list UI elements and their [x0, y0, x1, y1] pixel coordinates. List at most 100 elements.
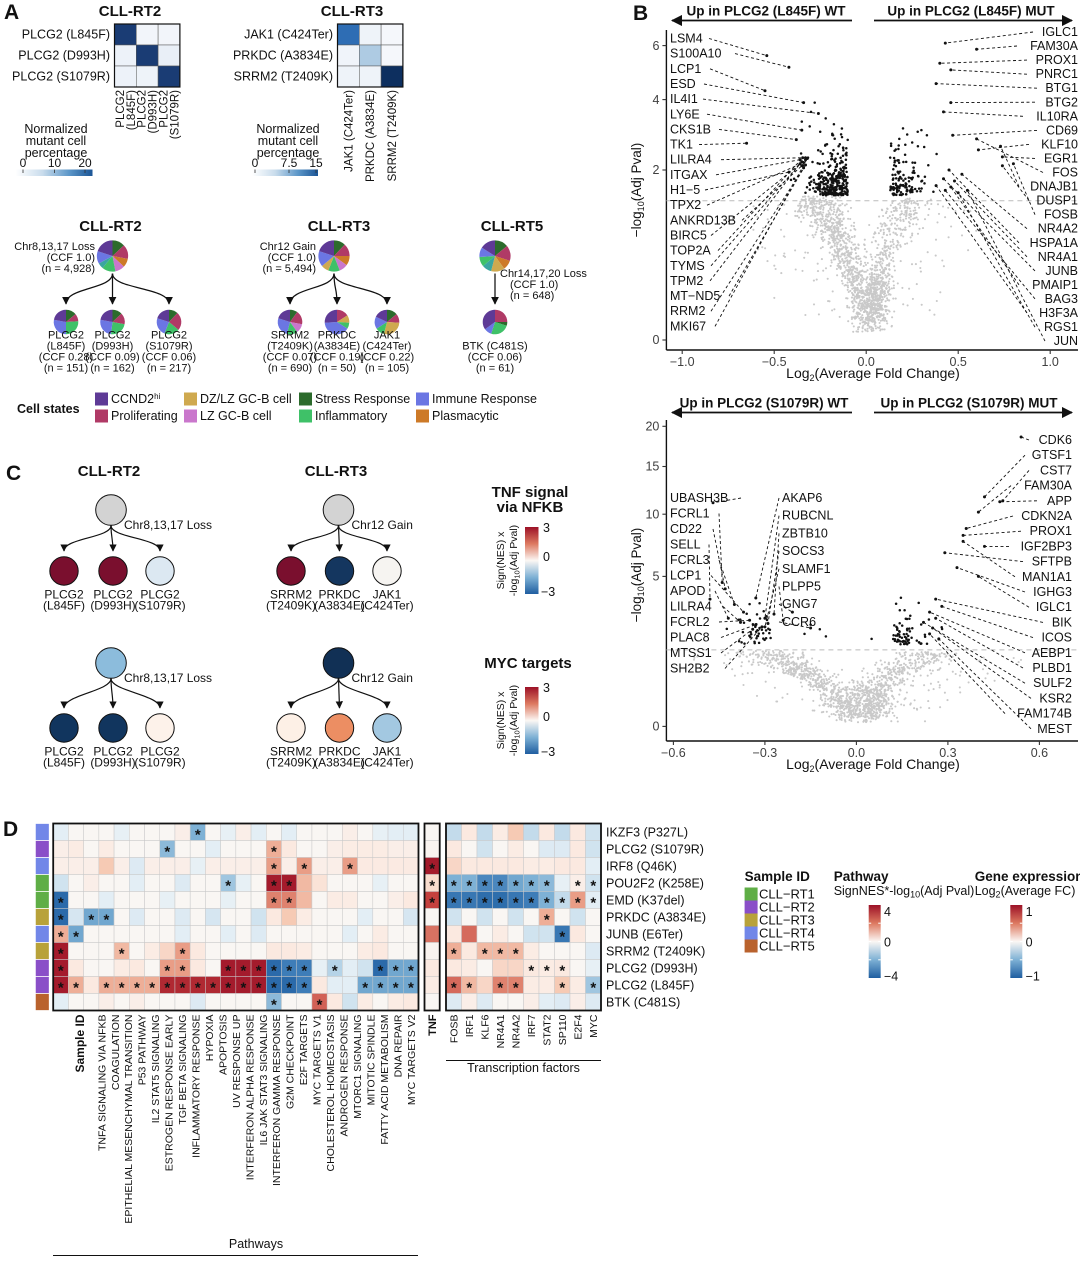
svg-text:TNFA SIGNALING VIA NFKB: TNFA SIGNALING VIA NFKB — [96, 1015, 108, 1152]
svg-text:MYC: MYC — [588, 1014, 600, 1038]
svg-text:*: * — [408, 980, 414, 997]
svg-text:S100A10: S100A10 — [670, 47, 721, 61]
svg-text:LSM4: LSM4 — [670, 32, 703, 46]
svg-text:15: 15 — [309, 156, 323, 170]
svg-text:−log10(Adj Pval): −log10(Adj Pval) — [629, 143, 646, 237]
svg-text:FOSB: FOSB — [449, 1015, 461, 1044]
svg-text:*: * — [104, 912, 110, 929]
svg-text:APOD: APOD — [670, 584, 705, 598]
svg-text:*: * — [119, 946, 125, 963]
svg-text:*: * — [559, 980, 565, 997]
svg-text:Inflammatory: Inflammatory — [315, 409, 388, 423]
svg-text:*: * — [58, 980, 64, 997]
svg-text:*: * — [497, 980, 503, 997]
svg-text:Chr8,13,17 Loss: Chr8,13,17 Loss — [124, 671, 212, 685]
svg-text:-log10(Adj Pval): -log10(Adj Pval) — [508, 525, 522, 596]
svg-text:ITGAX: ITGAX — [670, 168, 708, 182]
svg-text:CLL-RT3: CLL-RT3 — [308, 218, 371, 235]
svg-text:Proliferating: Proliferating — [111, 409, 178, 423]
svg-text:*: * — [393, 963, 399, 980]
svg-text:−0.5: −0.5 — [762, 355, 787, 369]
svg-text:(T2409K): (T2409K) — [266, 756, 316, 770]
svg-text:*: * — [482, 946, 488, 963]
svg-text:CDK6: CDK6 — [1039, 433, 1072, 447]
svg-text:Pathway: Pathway — [834, 869, 889, 884]
svg-text:STAT2: STAT2 — [542, 1014, 554, 1045]
svg-text:(n = 151): (n = 151) — [44, 363, 88, 375]
svg-text:*: * — [528, 963, 534, 980]
svg-text:*: * — [271, 878, 277, 895]
svg-text:*: * — [429, 895, 435, 912]
svg-text:ICOS: ICOS — [1041, 631, 1072, 645]
svg-text:AKAP6: AKAP6 — [782, 491, 822, 505]
svg-text:*: * — [301, 963, 307, 980]
svg-text:DUSP1: DUSP1 — [1036, 194, 1078, 208]
svg-text:MYC TARGETS V1: MYC TARGETS V1 — [312, 1014, 324, 1105]
svg-text:ESD: ESD — [670, 77, 696, 91]
svg-text:*: * — [180, 980, 186, 997]
svg-text:0: 0 — [652, 720, 659, 734]
svg-text:NR4A2: NR4A2 — [511, 1014, 523, 1048]
svg-text:TPX2: TPX2 — [670, 198, 701, 212]
svg-text:*: * — [544, 878, 550, 895]
svg-text:H3F3A: H3F3A — [1039, 306, 1079, 320]
svg-text:INTERFERON ALPHA RESPONSE: INTERFERON ALPHA RESPONSE — [244, 1015, 256, 1181]
svg-text:*: * — [451, 980, 457, 997]
svg-text:(n = 5,494): (n = 5,494) — [262, 263, 316, 275]
svg-text:7.5: 7.5 — [281, 156, 298, 170]
svg-text:*: * — [225, 980, 231, 997]
svg-text:PLPP5: PLPP5 — [782, 580, 821, 594]
svg-text:AEBP1: AEBP1 — [1032, 646, 1072, 660]
svg-text:*: * — [58, 929, 64, 946]
svg-text:MKI67: MKI67 — [670, 319, 706, 333]
svg-text:*: * — [73, 980, 79, 997]
svg-text:0: 0 — [252, 156, 259, 170]
svg-text:*: * — [497, 946, 503, 963]
svg-text:*: * — [466, 980, 472, 997]
svg-text:(n = 690): (n = 690) — [268, 363, 312, 375]
svg-text:NR4A2: NR4A2 — [1038, 222, 1078, 236]
svg-text:*: * — [256, 963, 262, 980]
svg-text:*: * — [513, 895, 519, 912]
svg-text:2: 2 — [652, 163, 659, 177]
svg-text:IRF8 (Q46K): IRF8 (Q46K) — [606, 859, 677, 873]
svg-text:*: * — [513, 980, 519, 997]
svg-text:(A3834E): (A3834E) — [314, 599, 365, 613]
svg-text:PLCG2 (S1079R): PLCG2 (S1079R) — [606, 842, 704, 856]
svg-text:CLL-RT3: CLL-RT3 — [321, 3, 384, 20]
svg-text:CLL−RT5: CLL−RT5 — [759, 938, 815, 953]
svg-text:(D993H): (D993H) — [90, 756, 135, 770]
svg-text:SFTPB: SFTPB — [1032, 555, 1072, 569]
svg-text:IL6 JAK STAT3 SIGNALING: IL6 JAK STAT3 SIGNALING — [258, 1015, 270, 1146]
svg-text:GTSF1: GTSF1 — [1032, 448, 1072, 462]
svg-text:*: * — [482, 878, 488, 895]
svg-text:B: B — [633, 2, 648, 25]
svg-text:MEST: MEST — [1037, 722, 1072, 736]
svg-text:*: * — [378, 980, 384, 997]
svg-text:LCP1: LCP1 — [670, 62, 701, 76]
svg-text:Transcription factors: Transcription factors — [467, 1061, 580, 1075]
svg-text:(n = 105): (n = 105) — [365, 363, 409, 375]
svg-text:DZ/LZ GC-B cell: DZ/LZ GC-B cell — [200, 392, 292, 406]
svg-text:(C424Ter): (C424Ter) — [360, 599, 413, 613]
svg-text:*: * — [58, 912, 64, 929]
svg-text:ESTROGEN RESPONSE EARLY: ESTROGEN RESPONSE EARLY — [164, 1015, 176, 1172]
svg-text:(S1079R): (S1079R) — [170, 90, 182, 139]
svg-text:G2M CHECKPOINT: G2M CHECKPOINT — [285, 1014, 297, 1109]
svg-text:PROX1: PROX1 — [1036, 53, 1078, 67]
svg-text:(n = 162): (n = 162) — [90, 363, 134, 375]
svg-text:1: 1 — [1026, 905, 1033, 919]
svg-text:*: * — [482, 895, 488, 912]
svg-text:Chr12 Gain: Chr12 Gain — [352, 671, 413, 685]
svg-text:SLAMF1: SLAMF1 — [782, 562, 831, 576]
svg-text:*: * — [513, 946, 519, 963]
svg-text:NR4A1: NR4A1 — [1038, 250, 1078, 264]
svg-text:*: * — [195, 980, 201, 997]
svg-text:5: 5 — [652, 570, 659, 584]
svg-text:−3: −3 — [541, 585, 555, 599]
svg-text:3: 3 — [543, 681, 550, 695]
svg-text:Up in PLCG2 (S1079R) MUT: Up in PLCG2 (S1079R) MUT — [880, 396, 1058, 411]
svg-text:PNRC1: PNRC1 — [1036, 67, 1078, 81]
svg-text:BTG2: BTG2 — [1045, 95, 1078, 109]
svg-text:BTK (C481S): BTK (C481S) — [606, 995, 680, 1009]
